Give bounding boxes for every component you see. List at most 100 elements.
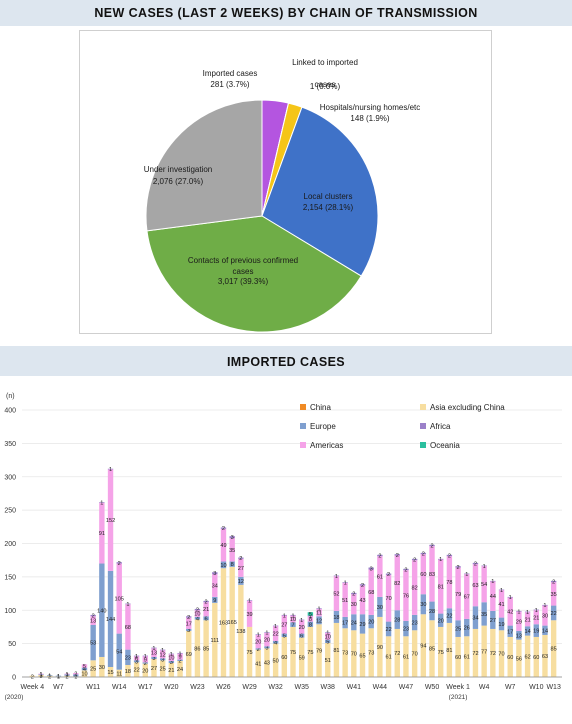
bar-value-label: 27: [281, 623, 287, 629]
bar-chart-panel: (n)0501001502002503003504002311211122113…: [0, 376, 572, 719]
bar-value-label: 2: [378, 554, 381, 560]
bar-segment-europe: [351, 614, 357, 631]
bar-value-label: 9: [213, 598, 216, 604]
bar-segment-asia-excluding-china: [246, 626, 253, 677]
bar-value-label: 1: [66, 672, 69, 678]
bar-value-label: 86: [194, 646, 200, 652]
bar-value-label: 30: [99, 665, 105, 671]
bar-segment-americas: [542, 605, 548, 626]
bar-value-label: 20: [438, 618, 444, 624]
bar-value-label: 85: [203, 647, 209, 653]
bar-segment-europe: [133, 660, 140, 663]
bar-value-label: 22: [446, 614, 452, 620]
bar-segment-africa: [394, 554, 400, 556]
x-tick-label: W44: [373, 684, 388, 691]
bar-value-label: 165: [228, 620, 237, 626]
bar-value-label: 1: [326, 631, 329, 637]
bar-segment-europe: [229, 561, 235, 567]
bar-value-label: 1: [291, 613, 294, 619]
bar-value-label: 24: [177, 667, 183, 673]
bar-value-label: 53: [90, 641, 96, 647]
bar-segment-africa: [542, 604, 548, 606]
bar-segment-africa: [203, 600, 209, 603]
bar-segment-americas: [490, 581, 496, 611]
bar-segment-oceania: [307, 612, 314, 616]
y-tick-label: 50: [8, 641, 16, 648]
bar-segment-europe: [212, 596, 218, 603]
bar-segment-africa: [90, 614, 96, 617]
bar-value-label: 81: [438, 585, 444, 591]
bar-value-label: 2: [396, 553, 399, 559]
y-tick-label: 150: [4, 574, 16, 581]
bar-segment-africa: [186, 616, 192, 618]
legend-swatch-china: [300, 404, 306, 410]
bar-value-label: 1: [178, 651, 181, 657]
bar-segment-americas: [455, 567, 461, 621]
bar-value-label: 21: [168, 668, 174, 674]
bar-segment-americas: [142, 656, 148, 663]
bar-value-label: 5: [326, 639, 329, 645]
bar-value-label: 1: [274, 624, 277, 630]
bar-segment-europe: [455, 620, 461, 637]
bar-value-label: 2: [222, 526, 225, 532]
y-tick-label: 400: [4, 408, 16, 415]
bar-value-label: 39: [246, 612, 252, 618]
bar-value-label: 61: [403, 655, 409, 661]
bar-segment-asia-excluding-china: [507, 636, 513, 677]
bar-segment-americas: [238, 558, 244, 577]
bar-value-label: 61: [377, 575, 383, 581]
x-tick-label: W32: [268, 684, 283, 691]
bar-segment-americas: [446, 556, 453, 609]
bar-segment-europe: [481, 602, 487, 626]
bar-value-label: 21: [524, 617, 530, 623]
bar-value-label: 140: [97, 608, 106, 614]
bar-value-label: 1: [335, 574, 338, 580]
bar-segment-asia-excluding-china: [194, 619, 201, 677]
bar-value-label: 1: [48, 673, 51, 679]
bar-value-label: 10: [168, 656, 174, 662]
pie-label-name: Contacts of previous confirmed: [188, 256, 298, 265]
bar-segment-africa: [333, 575, 340, 577]
bar-value-label: 75: [246, 650, 252, 656]
bar-value-label: 4: [274, 640, 277, 646]
bar-segment-africa: [159, 649, 166, 651]
bar-value-label: 20: [264, 638, 270, 644]
bar-value-label: 15: [107, 670, 113, 676]
bar-segment-americas: [403, 570, 409, 621]
bar-value-label: 21: [203, 607, 209, 613]
bar-value-label: 1: [39, 672, 42, 678]
bar-segment-europe: [168, 660, 175, 663]
y-axis-unit-label: (n): [6, 393, 15, 400]
bar-segment-americas: [220, 528, 227, 562]
pie-slice-local-clusters: [261, 106, 379, 277]
bar-value-label: 1: [309, 614, 312, 620]
bar-segment-africa: [255, 634, 261, 635]
x-tick-label: W4: [479, 684, 490, 691]
bar-segment-americas: [229, 538, 235, 562]
bar-value-label: 30: [351, 602, 357, 608]
bar-segment-asia-excluding-china: [203, 620, 209, 677]
bar-value-label: 43: [264, 661, 270, 667]
bar-segment-asia-excluding-china: [385, 636, 392, 677]
legend-label-asia-excluding-china: Asia excluding China: [430, 403, 505, 412]
bar-segment-americas: [186, 617, 192, 629]
bar-value-label: 28: [394, 618, 400, 624]
y-tick-label: 300: [4, 474, 16, 481]
bar-value-label: 85: [429, 647, 435, 653]
bar-value-label: 63: [542, 654, 548, 660]
legend-swatch-oceania: [420, 442, 426, 448]
y-tick-label: 250: [4, 508, 16, 515]
bar-value-label: 68: [125, 625, 131, 631]
pie-label-name: cases: [233, 267, 254, 276]
bar-value-label: 60: [420, 572, 426, 578]
x-tick-label: W11: [86, 684, 100, 691]
pie-label-value: 2,154 (28.1%): [303, 203, 354, 212]
bar-segment-asia-excluding-china: [133, 662, 140, 677]
bar-value-label: 10: [290, 617, 296, 623]
pie-label-name: Under investigation: [144, 165, 212, 174]
bar-segment-europe: [472, 606, 479, 629]
bar-value-label: 22: [273, 632, 279, 638]
bar-segment-americas: [151, 648, 157, 657]
bar-value-label: 67: [464, 595, 470, 601]
bar-value-label: 1: [100, 500, 103, 506]
